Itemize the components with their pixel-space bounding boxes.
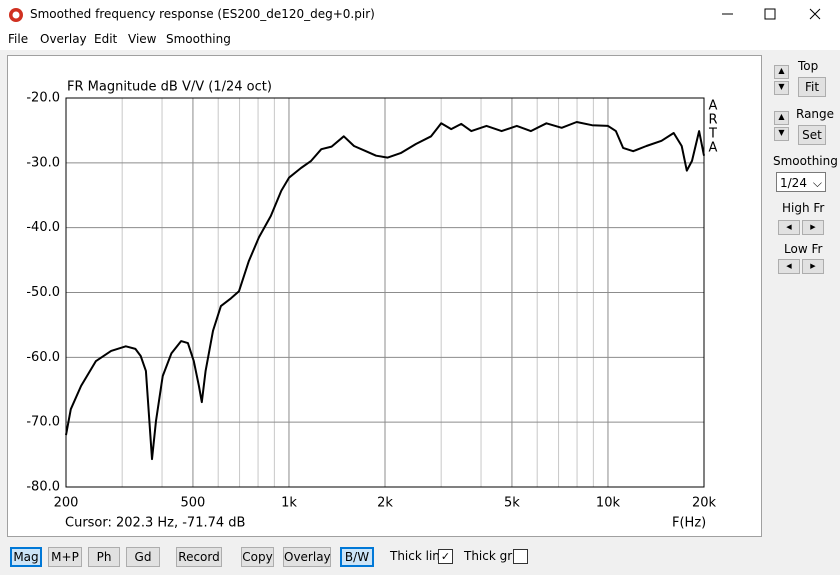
fit-button[interactable]: Fit [798,77,826,97]
chart-panel: 200 500 1k 2k 5k 10k 20k -20.0 -30.0 -40.0 -50.0 -6… [7,55,762,537]
low-fr-left[interactable]: ◀ [778,259,800,274]
high-fr-label: High Fr [782,201,825,215]
menu-item[interactable]: Overlay [40,32,87,46]
x-tick-label: 10k [596,496,621,511]
logo-letter: A [709,141,718,156]
window-title: Smoothed frequency response (ES200_de120… [30,7,375,21]
response-line [65,121,705,461]
chart-title: FR Magnitude dB V/V (1/24 oct) [67,80,272,95]
range-down[interactable]: ▼ [774,127,789,141]
plot-frame [65,97,705,488]
toolbar-button[interactable]: Mag [10,547,42,567]
toolbar-button[interactable]: B/W [340,547,374,567]
toolbar-button[interactable]: Gd [126,547,160,567]
top-up[interactable]: ▲ [774,65,789,79]
range-up[interactable]: ▲ [774,111,789,125]
low-fr-right[interactable]: ▶ [802,259,824,274]
chart: 200 500 1k 2k 5k 10k 20k -20.0 -30.0 -40.0 -50.0 -6… [26,80,718,531]
x-tick-label: 200 [54,496,79,511]
menu-item[interactable]: File [8,32,29,46]
x-tick-label: 5k [504,496,520,511]
toolbar: Mag M+P Ph Gd Record Copy Overlay B/W Thick line… [0,545,840,570]
y-tick-label: -30.0 [26,155,60,170]
set-button[interactable]: Set [798,125,826,145]
toolbar-button[interactable]: M+P [48,547,82,567]
x-tick-label: 500 [181,496,206,511]
checkbox[interactable] [513,549,528,564]
menu-item[interactable]: View [128,32,157,46]
toolbar-button[interactable]: Overlay [283,547,331,567]
cursor-readout: Cursor: 202.3 Hz, -71.74 dB [65,516,245,531]
y-tick-label: -40.0 [26,220,60,235]
y-tick-label: -80.0 [26,480,60,495]
checkbox-label: Thick grid [464,549,524,563]
menu-item[interactable]: Edit [94,32,118,46]
y-tick-label: -60.0 [26,350,60,365]
low-fr-label: Low Fr [784,242,823,256]
smoothing-label: Smoothing [773,154,838,168]
smoothing-value: 1/24 [780,176,807,190]
logo-letter: T [708,127,717,142]
y-tick-label: -20.0 [26,91,60,106]
dropdown-arrow: ⌵ [812,176,822,190]
side-panel: ▲ ▼ Top Fit ▲ ▼ Range Set Smoothing 1/24… [764,55,840,535]
menu-item[interactable]: Smoothing [166,32,231,46]
x-tick-label: 1k [281,496,297,511]
high-fr-left[interactable]: ◀ [778,220,800,235]
app-icon [9,8,23,22]
smoothing-select[interactable]: 1/24 ⌵ [776,172,826,192]
window-controls[interactable] [700,0,840,30]
top-down[interactable]: ▼ [774,81,789,95]
toolbar-button[interactable]: Ph [88,547,120,567]
y-tick-label: -50.0 [26,285,60,300]
range-label: Range [796,107,835,121]
high-fr-right[interactable]: ▶ [802,220,824,235]
toolbar-button[interactable]: Copy [241,547,274,567]
x-axis-label: F(Hz) [672,516,706,531]
x-tick-label: 2k [377,496,393,511]
y-tick-label: -70.0 [26,415,60,430]
x-tick-label: 20k [692,496,717,511]
menu-bar: File Overlay Edit View Smoothing [0,30,840,50]
checkbox-label: Thick line [390,549,448,563]
checkbox[interactable]: ✓ [438,549,453,564]
logo-letter: A [709,99,718,114]
logo-letter: R [708,113,717,128]
top-label: Top [798,59,819,73]
toolbar-button[interactable]: Record [176,547,222,567]
title-bar: Smoothed frequency response (ES200_de120… [0,0,840,30]
